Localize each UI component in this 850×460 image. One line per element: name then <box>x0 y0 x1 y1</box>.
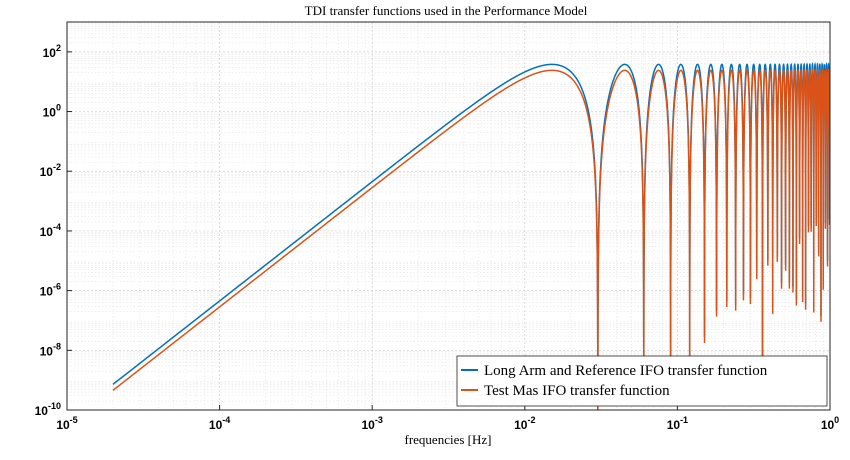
y-tick-label: 102 <box>43 43 61 60</box>
major-grid <box>67 22 830 410</box>
plot-border <box>66 21 831 411</box>
chart-title: TDI transfer functions used in the Perfo… <box>305 3 588 18</box>
series-line-long-arm <box>112 61 830 410</box>
plot-background <box>67 22 830 410</box>
legend-label-test-mass: Test Mas IFO transfer function <box>484 383 670 399</box>
plot-area <box>66 21 831 411</box>
x-axis-label: frequencies [Hz] <box>405 432 492 447</box>
legend-box <box>456 355 828 407</box>
x-tick-label: 10-3 <box>362 415 383 432</box>
y-tick-label: 10-2 <box>40 162 61 179</box>
y-tick-label: 10-4 <box>40 222 61 239</box>
x-axis-ticks: 10-5 10-4 10-3 10-2 10-1 100 <box>56 405 839 432</box>
y-tick-label: 10-6 <box>40 282 61 299</box>
y-tick-label: 100 <box>43 103 61 120</box>
legend: Long Arm and Reference IFO transfer func… <box>456 355 828 407</box>
x-tick-label: 10-5 <box>56 415 77 432</box>
series-layer <box>112 61 830 410</box>
x-tick-label: 100 <box>821 415 839 432</box>
x-tick-label: 10-2 <box>514 415 535 432</box>
y-tick-label: 10-8 <box>40 341 61 358</box>
x-tick-label: 10-1 <box>667 415 688 432</box>
y-tick-label: 10-10 <box>35 401 61 418</box>
x-tick-label: 10-4 <box>209 415 230 432</box>
legend-label-long-arm: Long Arm and Reference IFO transfer func… <box>484 363 768 379</box>
series-line-test-mass <box>112 67 830 410</box>
y-axis-ticks: 10-10 10-8 10-6 10-4 10-2 100 102 <box>35 43 72 418</box>
